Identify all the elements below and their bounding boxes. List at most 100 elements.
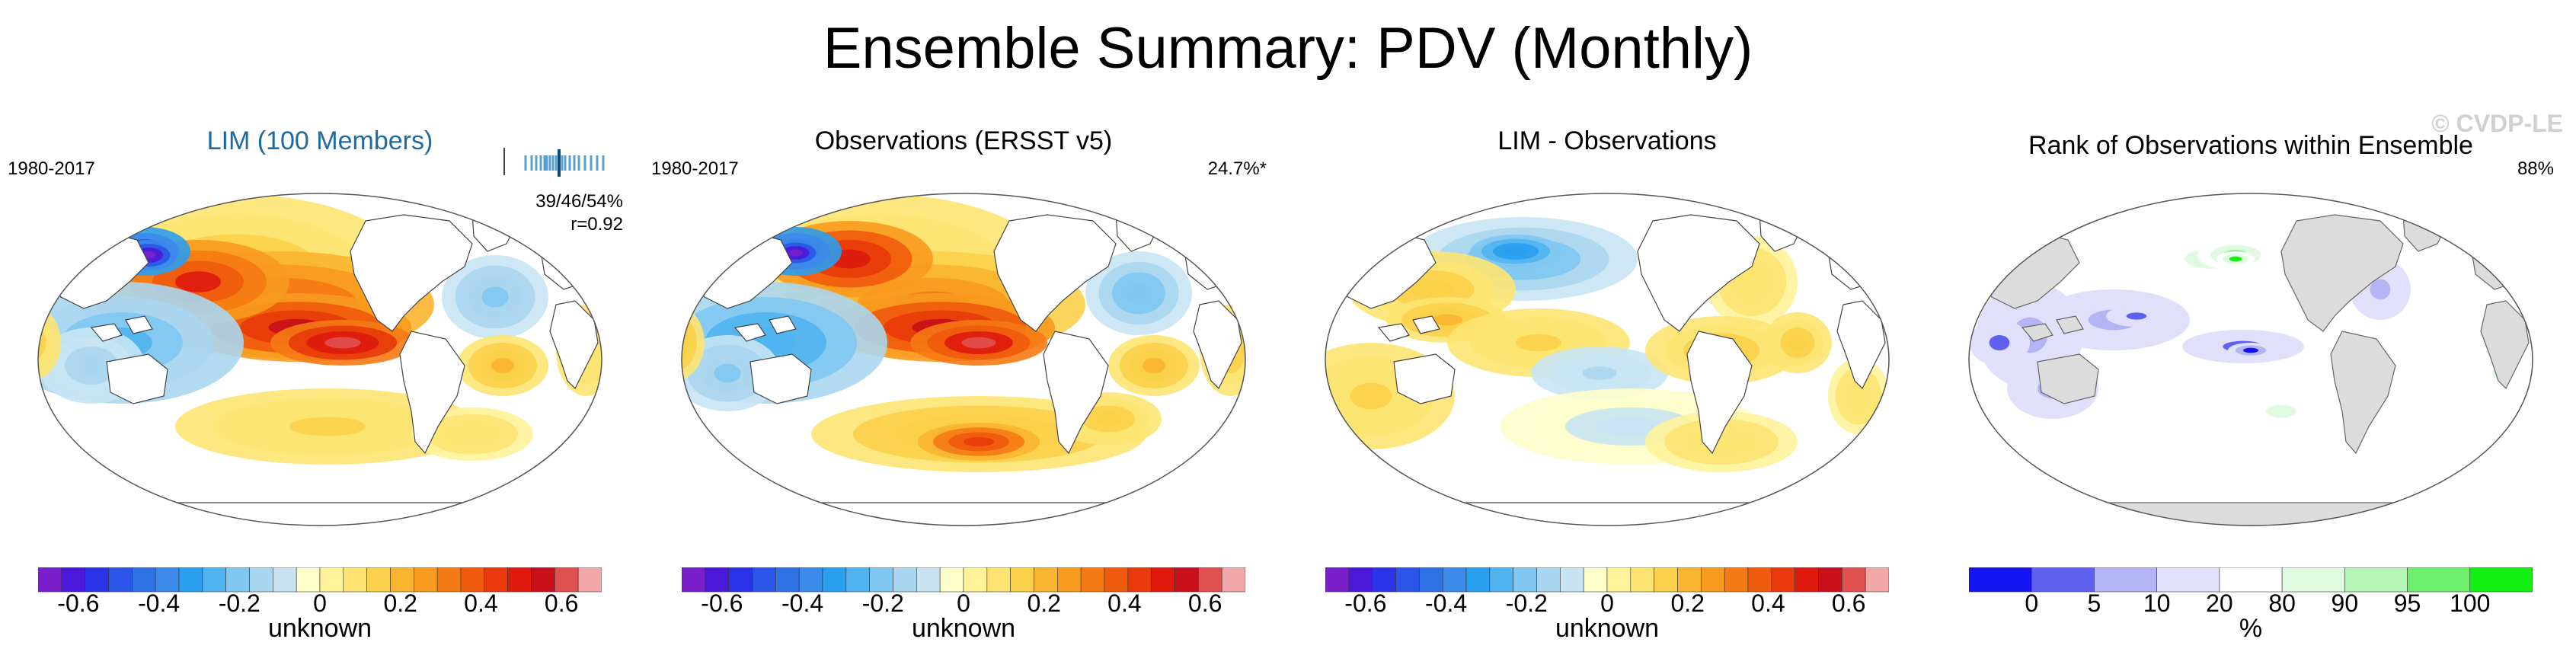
- land-outline: [125, 315, 153, 334]
- land-outline: [749, 353, 812, 404]
- colorbar-swatch: [1221, 567, 1245, 593]
- colorbar-swatch: [1080, 567, 1105, 593]
- colorbar-swatch: [1771, 567, 1795, 593]
- colorbar-swatch: [249, 567, 273, 593]
- anomaly-contour: [1143, 358, 1165, 373]
- anomaly-contour: [289, 417, 366, 436]
- map-border: [1325, 193, 1890, 526]
- land-outline: [1193, 300, 1242, 390]
- anomaly-contour: [789, 249, 803, 257]
- colorbar-tick-label: 0.4: [464, 590, 497, 613]
- colorbar-swatch: [366, 567, 391, 593]
- map-field: [682, 193, 1245, 526]
- colorbar-swatch: [1513, 567, 1537, 593]
- colorbar-swatch: [1325, 567, 1350, 593]
- colorbar-swatch: [2281, 567, 2345, 593]
- colorbar-swatch: [531, 567, 555, 593]
- colorbar-swatch: [1010, 567, 1034, 593]
- colorbar-swatch: [2219, 567, 2283, 593]
- colorbar-swatch: [460, 567, 485, 593]
- anomaly-contour: [23, 334, 38, 353]
- land-mask: [2021, 323, 2053, 342]
- colorbar-tick-label: 0.6: [1832, 590, 1865, 613]
- colorbar-tick-label: 0.4: [1751, 590, 1785, 613]
- ensemble-spread-strip: [503, 148, 605, 177]
- colorbar-swatch: [108, 567, 133, 593]
- colorbar-swatch: [1583, 567, 1608, 593]
- panel-rank: © CVDP-LE Rank of Observations within En…: [1938, 110, 2563, 671]
- rank-contour: [2229, 256, 2242, 262]
- map-border: [1968, 193, 2533, 526]
- anomaly-contour: [175, 271, 221, 292]
- watermark: © CVDP-LE: [2431, 110, 2563, 137]
- anomaly-contour: [457, 427, 487, 441]
- colorbar-tick-label: -0.6: [1344, 590, 1386, 613]
- colorbar-swatch: [1606, 567, 1632, 593]
- anomaly-contour: [1432, 314, 1462, 326]
- panel-title: LIM - Observations: [1497, 126, 1717, 155]
- colorbar-swatch: [436, 567, 462, 593]
- land-outline: [399, 331, 465, 455]
- colorbar-swatch: [845, 567, 870, 593]
- colorbar-swatch: [414, 567, 438, 593]
- colorbar-tick-label: -0.2: [862, 590, 904, 613]
- anomaly-contour: [1125, 283, 1152, 304]
- colorbar-swatch: [1654, 567, 1678, 593]
- colorbar-tick-label: 0: [2025, 590, 2038, 613]
- colorbar-tick-label: 95: [2394, 590, 2421, 613]
- anomaly-contour: [1597, 417, 1663, 436]
- land-outline: [350, 214, 473, 332]
- colorbar-swatch: [1818, 567, 1843, 593]
- colorbar-swatch: [319, 567, 344, 593]
- map-field: [23, 193, 602, 526]
- colorbar-swatch: [85, 567, 109, 593]
- colorbar-swatch: [1104, 567, 1129, 593]
- anomaly-contour: [682, 324, 689, 362]
- colorbar-swatch: [38, 567, 62, 593]
- colorbar-swatch: [775, 567, 800, 593]
- panel-lim: LIM (100 Members) 1980-2017 39/46/54% r=…: [8, 114, 632, 671]
- colorbar-tick-label: 0.2: [383, 590, 417, 613]
- rank-contour: [2243, 347, 2258, 353]
- rank-contour: [2266, 404, 2296, 418]
- map-border: [37, 193, 602, 526]
- variance-label: 24.7%*: [1207, 158, 1267, 179]
- stats-r: r=0.92: [570, 214, 623, 235]
- colorbar-tick-label: -0.2: [219, 590, 260, 613]
- anomaly-contour: [1740, 270, 1763, 293]
- colorbar-swatch: [2407, 567, 2471, 593]
- colorbar-swatch: [1465, 567, 1491, 593]
- colorbar-swatch: [1348, 567, 1373, 593]
- land-outline: [1637, 214, 1760, 332]
- map-lim: [23, 193, 602, 526]
- colorbar-swatch: [1536, 567, 1561, 593]
- colorbar-swatch: [507, 567, 532, 593]
- map-border: [681, 193, 1246, 526]
- colorbar-swatch: [893, 567, 917, 593]
- land-outline: [711, 502, 1216, 526]
- colorbar-swatch: [1127, 567, 1152, 593]
- anomaly-contour: [481, 286, 509, 308]
- rank-summary-label: 88%: [2517, 158, 2554, 179]
- colorbar-label: unknown: [267, 614, 372, 643]
- land-outline: [90, 323, 123, 342]
- colorbar-swatch: [2094, 567, 2157, 593]
- colorbar-swatch: [916, 567, 941, 593]
- map-field: [1325, 193, 1889, 526]
- colorbar-swatch: [1372, 567, 1396, 593]
- colorbar-tick-label: 0: [313, 590, 327, 613]
- colorbar-swatch: [484, 567, 508, 593]
- anomaly-contour: [1095, 412, 1122, 426]
- colorbar-tick-label: -0.6: [701, 590, 743, 613]
- colorbar-swatch: [1724, 567, 1749, 593]
- period-label: 1980-2017: [651, 158, 739, 179]
- anomaly-contour: [38, 314, 53, 372]
- colorbar-tick-label: 0.2: [1670, 590, 1704, 613]
- colorbar: -0.6 -0.4 -0.2 0 0.2 0.4 0.6: [1325, 567, 1889, 613]
- land-outline: [1836, 300, 1886, 390]
- colorbar-swatch: [963, 567, 988, 593]
- panel-observations: Observations (ERSST v5) 1980-2017 24.7%*…: [651, 114, 1276, 671]
- page-title: Ensemble Summary: PDV (Monthly): [823, 16, 1753, 81]
- land-mask: [2056, 315, 2084, 334]
- panel-difference: LIM - Observations -0.6 -0.4 -0.2 0 0.2 0.4 0.…: [1295, 114, 1919, 671]
